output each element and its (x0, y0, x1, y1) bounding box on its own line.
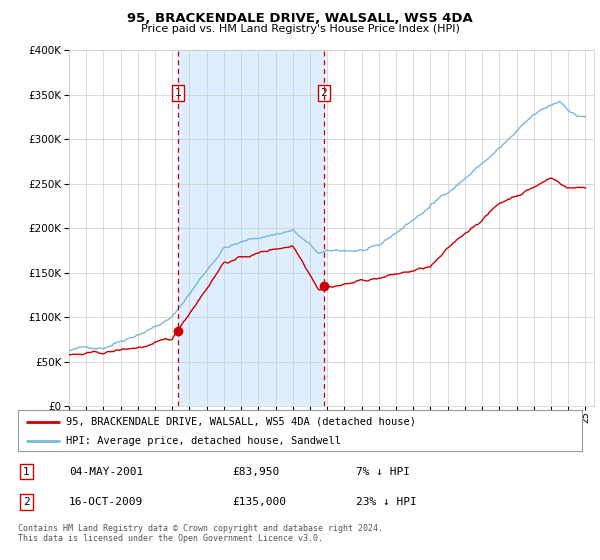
Text: 95, BRACKENDALE DRIVE, WALSALL, WS5 4DA (detached house): 95, BRACKENDALE DRIVE, WALSALL, WS5 4DA … (66, 417, 416, 427)
Text: 7% ↓ HPI: 7% ↓ HPI (356, 466, 410, 477)
Text: Contains HM Land Registry data © Crown copyright and database right 2024.
This d: Contains HM Land Registry data © Crown c… (18, 524, 383, 543)
Text: 1: 1 (23, 466, 30, 477)
Text: 16-OCT-2009: 16-OCT-2009 (69, 497, 143, 507)
Text: 2: 2 (320, 88, 327, 98)
Text: £135,000: £135,000 (232, 497, 286, 507)
Text: 1: 1 (175, 88, 182, 98)
Text: HPI: Average price, detached house, Sandwell: HPI: Average price, detached house, Sand… (66, 436, 341, 446)
Text: 04-MAY-2001: 04-MAY-2001 (69, 466, 143, 477)
Text: 95, BRACKENDALE DRIVE, WALSALL, WS5 4DA: 95, BRACKENDALE DRIVE, WALSALL, WS5 4DA (127, 12, 473, 25)
Text: 23% ↓ HPI: 23% ↓ HPI (356, 497, 417, 507)
Text: Price paid vs. HM Land Registry's House Price Index (HPI): Price paid vs. HM Land Registry's House … (140, 24, 460, 34)
Text: £83,950: £83,950 (232, 466, 280, 477)
Text: 2: 2 (23, 497, 30, 507)
Bar (178, 50, 324, 406)
